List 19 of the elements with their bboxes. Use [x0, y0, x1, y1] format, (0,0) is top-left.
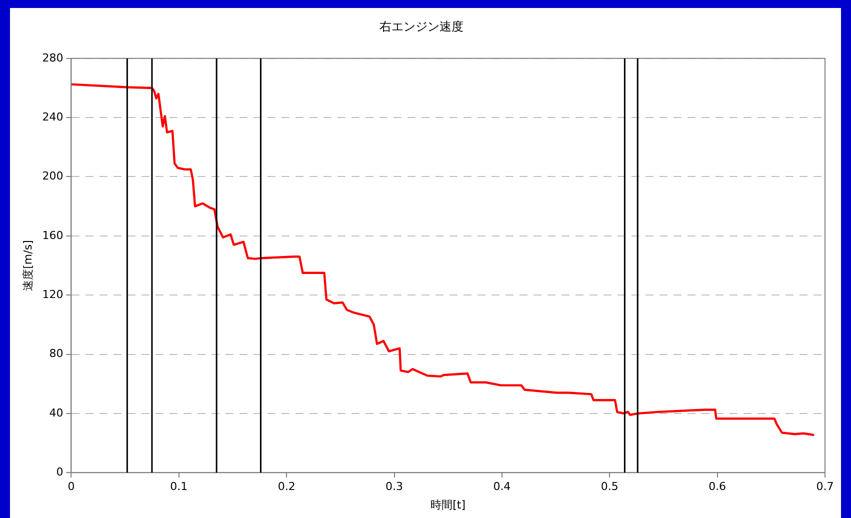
x-tick-label: 0.4: [493, 480, 511, 494]
y-tick-label: 280: [42, 51, 64, 64]
y-tick-label: 0: [56, 465, 64, 478]
x-tick-label: 0.7: [816, 480, 834, 494]
y-axis-title: 速度[m/s]: [21, 240, 34, 291]
x-tick-label: 0.1: [170, 480, 188, 494]
x-tick-label: 0.6: [708, 480, 726, 494]
y-tick-label: 200: [42, 170, 64, 183]
x-tick-label: 0.5: [600, 480, 618, 494]
x-axis-title: 時間[t]: [430, 498, 466, 512]
x-tick-label: 0.3: [386, 480, 404, 494]
y-tick-label: 120: [42, 288, 64, 301]
y-tick-label: 240: [42, 110, 64, 124]
x-tick-label: 0.2: [278, 480, 296, 494]
y-tick-label: 80: [49, 347, 64, 360]
chart-title: 右エンジン速度: [380, 19, 464, 34]
y-tick-label: 160: [42, 228, 64, 242]
x-tick-label: 0: [68, 480, 75, 494]
y-tick-label: 40: [49, 406, 64, 420]
